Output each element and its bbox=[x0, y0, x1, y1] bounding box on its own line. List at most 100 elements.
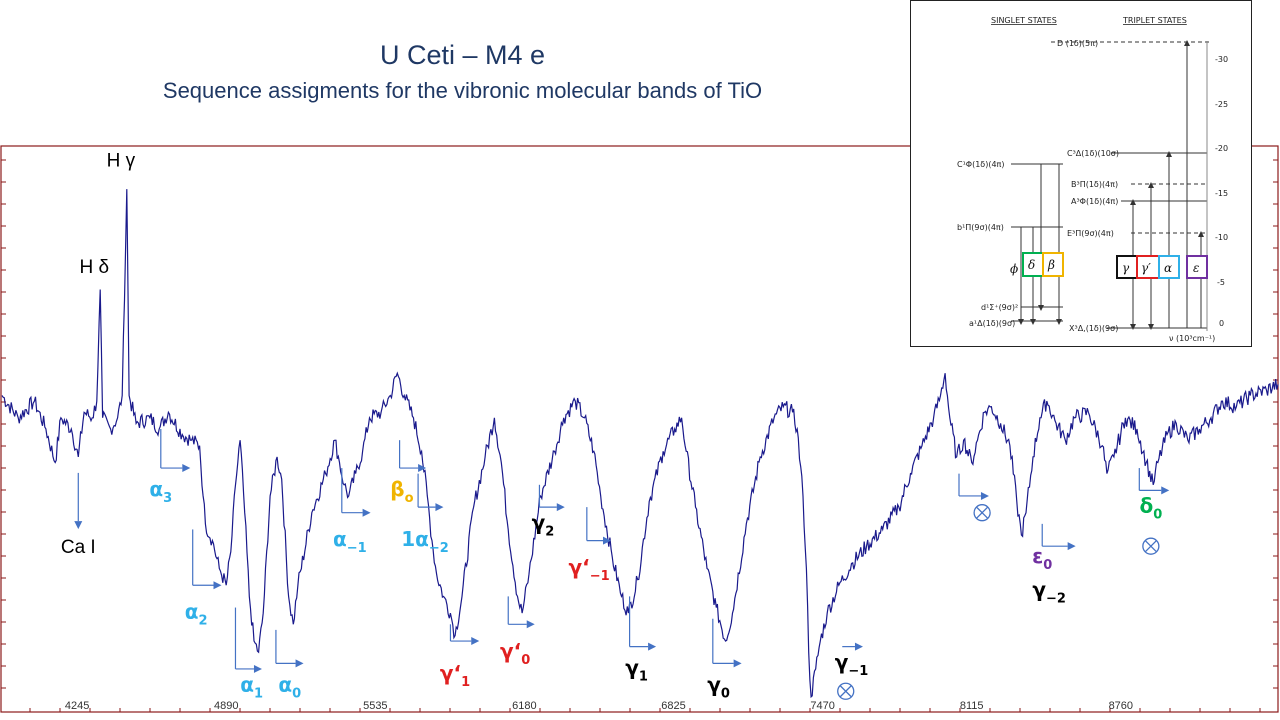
inset-box-alpha-label: α bbox=[1164, 261, 1172, 275]
band-label-subscript: −1 bbox=[590, 569, 610, 584]
band-arrow-head bbox=[471, 637, 480, 646]
band-label-subscript: 3 bbox=[163, 491, 172, 506]
band-label: ε0 bbox=[1032, 544, 1052, 573]
x-tick-label: 8115 bbox=[960, 700, 984, 712]
chart-subtitle: Sequence assigments for the vibronic mol… bbox=[162, 78, 763, 103]
band-label: γ1 bbox=[625, 656, 648, 685]
band-label: α0 bbox=[278, 672, 301, 701]
band-label: α−1 bbox=[333, 527, 367, 556]
telluric-cross bbox=[976, 506, 989, 519]
inset-tick-15: -15 bbox=[1215, 189, 1228, 198]
x-tick-label: 8760 bbox=[1109, 700, 1133, 712]
level-E3: E³Π(9σ)(4π) bbox=[1067, 229, 1114, 238]
inset-tick-25: -25 bbox=[1215, 100, 1228, 109]
band-arrow-head bbox=[362, 508, 371, 517]
inset-box-delta-label: δ bbox=[1028, 258, 1035, 272]
plot-frame bbox=[0, 145, 1279, 713]
inset-box-gamma-label: γ bbox=[1122, 261, 1130, 275]
band-label: α1 bbox=[240, 672, 263, 701]
x-tick-label: 5535 bbox=[363, 700, 387, 712]
inset-box-alpha bbox=[1158, 255, 1180, 279]
band-arrow-head bbox=[435, 503, 444, 512]
band-label-subscript: 0 bbox=[1043, 558, 1052, 573]
band-label: βo bbox=[390, 477, 413, 506]
band-label-subscript: −2 bbox=[1046, 591, 1066, 606]
band-label: γ‘−1 bbox=[569, 555, 610, 584]
band-label-subscript: 0 bbox=[292, 686, 301, 701]
line-annotation: H δ bbox=[79, 257, 109, 278]
inset-box-beta bbox=[1042, 252, 1064, 277]
level-X3: X³Δ,(1δ)(9σ) bbox=[1069, 324, 1118, 333]
band-arrow-head bbox=[418, 464, 427, 473]
band-label: γ−2 bbox=[1032, 577, 1066, 606]
band-label: γ‘1 bbox=[440, 661, 470, 690]
band-label-subscript: o bbox=[405, 491, 414, 506]
telluric-symbol bbox=[1142, 537, 1160, 555]
x-tick-label: 4245 bbox=[65, 700, 89, 712]
band-arrow-head bbox=[733, 659, 742, 668]
band-arrow-head bbox=[603, 536, 612, 545]
inset-triplet-header: TRIPLET STATES bbox=[1122, 16, 1187, 25]
band-label-subscript: 1 bbox=[639, 670, 648, 685]
band-arrow-head bbox=[1161, 486, 1170, 495]
inset-tick-20: -20 bbox=[1215, 144, 1228, 153]
level-d1: d¹Σ⁺(9σ)² bbox=[981, 303, 1018, 312]
inset-box-beta-label: β bbox=[1047, 258, 1055, 272]
band-arrow-head bbox=[854, 642, 863, 651]
frame-ticks bbox=[1, 159, 1278, 712]
level-C1: C¹Φ(1δ)(4π) bbox=[957, 160, 1004, 169]
x-tick-labels: 4245 4890 5535 6180 6825 7470 8115 8760 bbox=[65, 700, 1133, 712]
level-a1: a¹Δ(1δ)(9σ) bbox=[969, 319, 1015, 328]
level-B3: B³Π(1δ)(4π) bbox=[1071, 180, 1118, 189]
band-label: α2 bbox=[185, 600, 208, 629]
inset-tick-5: -5 bbox=[1217, 278, 1225, 287]
inset-phi-label: ϕ bbox=[1010, 262, 1018, 276]
inset-tick-30: -30 bbox=[1215, 55, 1228, 64]
band-label-subscript: −1 bbox=[347, 541, 367, 556]
inset-box-epsilon bbox=[1186, 255, 1208, 279]
x-tick-label: 4890 bbox=[214, 700, 238, 712]
inset-box-gamma-prime-label: γ′ bbox=[1141, 261, 1151, 275]
inset-tick-10: -10 bbox=[1215, 233, 1228, 242]
inset-tick-0: 0 bbox=[1219, 319, 1224, 328]
ca-label: Ca I bbox=[61, 537, 96, 558]
band-arrow-head bbox=[253, 664, 262, 673]
line-annotation: H γ bbox=[107, 151, 136, 172]
band-label: γ0 bbox=[707, 672, 730, 701]
telluric-cross bbox=[1144, 540, 1157, 553]
telluric-cross bbox=[839, 685, 852, 698]
band-arrow-head bbox=[213, 581, 222, 590]
band-label-subscript: 2 bbox=[199, 614, 208, 629]
band-arrow-head bbox=[556, 503, 565, 512]
band-label-subscript: 1 bbox=[461, 675, 470, 690]
x-tick-label: 6825 bbox=[661, 700, 685, 712]
band-label-subscript: −2 bbox=[429, 541, 449, 556]
x-tick-label: 6180 bbox=[512, 700, 536, 712]
ca-arrow-head bbox=[74, 521, 83, 530]
band-label: δ0 bbox=[1139, 494, 1162, 523]
band-arrow-head bbox=[295, 659, 304, 668]
chart-title: U Ceti – M4 e bbox=[379, 40, 546, 70]
band-label-subscript: 0 bbox=[721, 686, 730, 701]
band-arrow-head bbox=[648, 642, 657, 651]
level-D: D (1δ)(5π) bbox=[1057, 39, 1098, 48]
energy-level-diagram: SINGLET STATES TRIPLET STATES D (1δ)(5π)… bbox=[910, 0, 1252, 347]
band-label: γ−1 bbox=[835, 650, 869, 679]
band-label-subscript: 2 bbox=[545, 524, 554, 539]
telluric-symbol bbox=[973, 504, 991, 522]
band-label-subscript: −1 bbox=[848, 664, 868, 679]
band-arrow-head bbox=[526, 620, 535, 629]
band-arrow-head bbox=[1067, 542, 1076, 551]
x-tick-label: 7470 bbox=[810, 700, 834, 712]
level-A3: A³Φ(1δ)(4π) bbox=[1071, 197, 1118, 206]
band-arrow-head bbox=[980, 491, 989, 500]
band-label: α3 bbox=[149, 477, 172, 506]
telluric-symbol bbox=[837, 682, 855, 700]
inset-singlet-header: SINGLET STATES bbox=[991, 16, 1057, 25]
band-label: 1α−2 bbox=[401, 527, 449, 556]
band-label-subscript: 0 bbox=[1153, 508, 1162, 523]
spectrum-line bbox=[1, 189, 1279, 699]
inset-box-epsilon-label: ε bbox=[1193, 261, 1199, 275]
band-label-subscript: 1 bbox=[254, 686, 263, 701]
